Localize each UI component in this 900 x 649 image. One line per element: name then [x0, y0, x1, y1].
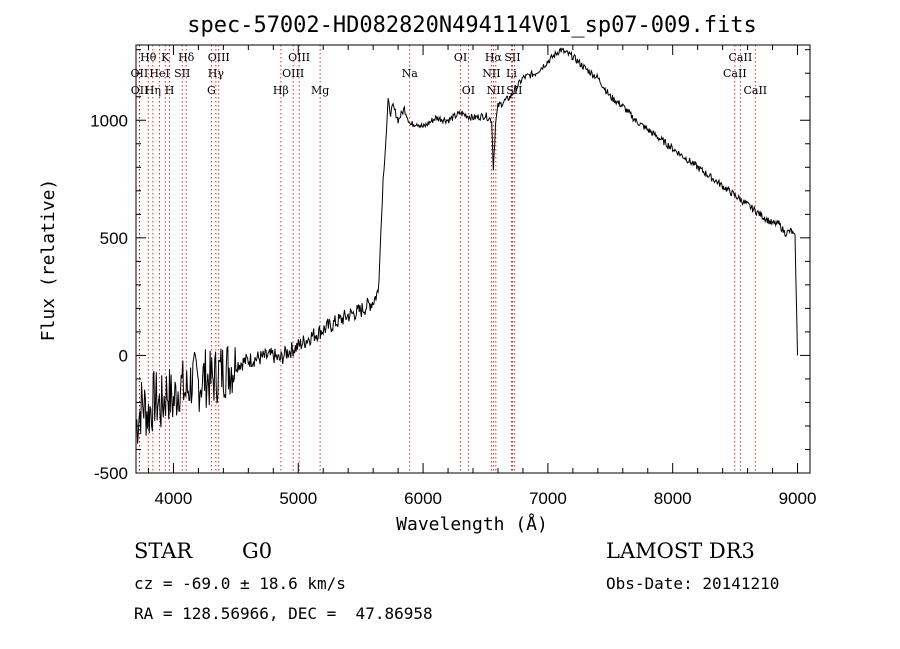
x-tick-label-1: 5000: [279, 489, 317, 508]
x-tick-label-5: 9000: [779, 489, 817, 508]
spectral-line-label-11: G: [207, 84, 216, 97]
x-tick-label-4: 8000: [654, 489, 692, 508]
spectral-line-label-7: H: [165, 84, 175, 97]
y-tick-label-0: -500: [94, 464, 128, 483]
spectrum-series-line: [135, 47, 798, 444]
x-tick-label-2: 6000: [404, 489, 442, 508]
redshift-velocity: cz = -69.0 ± 18.6 km/s: [134, 574, 346, 593]
spectral-line-label-15: Mg: [311, 84, 329, 97]
spectral-line-label-19: Hα: [485, 51, 503, 64]
survey-name: LAMOST DR3: [606, 539, 755, 563]
spectral-line-label-21: NII: [482, 67, 500, 80]
axis-ticks: [136, 45, 810, 474]
spectral-line-label-6: SII: [174, 67, 190, 80]
spectral-line-label-0: Hθ: [140, 51, 157, 64]
axis-tick-labels: 4000 5000 6000 7000 8000 9000 -500 0 500 1000: [90, 111, 816, 508]
spectral-line-label-20: SII: [504, 51, 520, 64]
spectral-line-label-8: Hδ: [178, 51, 195, 64]
spectral-line-label-4: Hη: [145, 84, 161, 97]
object-subclass: G0: [242, 539, 273, 563]
spectral-line-label-26: CaII: [723, 67, 747, 80]
spectral-line-label-22: Li: [506, 67, 517, 80]
spectral-line-label-25: CaII: [729, 51, 753, 64]
x-tick-label-0: 4000: [155, 489, 193, 508]
y-tick-label-1: 0: [119, 346, 128, 365]
y-tick-label-3: 1000: [90, 111, 128, 130]
spectral-line-label-2: OII: [131, 84, 149, 97]
plot-frame: [135, 44, 811, 474]
spectral-line-label-23: NII: [487, 84, 505, 97]
spectral-line-label-27: CaII: [743, 84, 767, 97]
spectral-line-label-12: OIII: [288, 51, 310, 64]
spectral-line-label-3: HeI: [149, 67, 169, 80]
y-tick-label-2: 500: [100, 229, 128, 248]
x-axis-label: Wavelength (Å): [396, 513, 548, 535]
chart-title: spec-57002-HD082820N494114V01_sp07-009.f…: [187, 13, 757, 38]
spectral-line-label-5: K: [161, 51, 170, 64]
spectral-line-label-10: Hγ: [208, 67, 225, 80]
spectral-line-label-9: OIII: [208, 51, 230, 64]
coordinates: RA = 128.56966, DEC = 47.86958: [134, 604, 433, 623]
spectral-line-label-14: Hβ: [273, 84, 289, 97]
spectral-line-label-18: OI: [462, 84, 475, 97]
observation-date: Obs-Date: 20141210: [606, 574, 780, 593]
spectral-line-label-17: OI: [454, 51, 467, 64]
y-axis-label: Flux (relative): [38, 179, 59, 342]
object-class: STAR: [134, 539, 193, 563]
spectral-line-label-13: OIII: [282, 67, 304, 80]
spectral-line-markers: [138, 45, 756, 473]
x-tick-label-3: 7000: [529, 489, 567, 508]
spectral-line-label-16: Na: [402, 67, 419, 80]
